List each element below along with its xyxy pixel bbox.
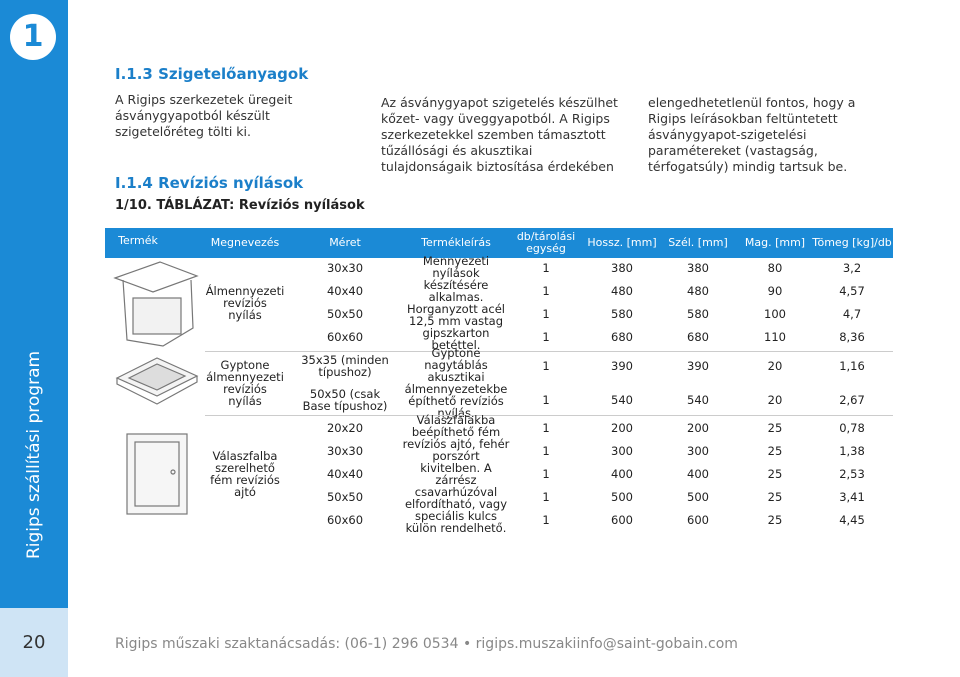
cell: 110 — [764, 330, 786, 344]
cell: 80 — [767, 261, 783, 275]
cell: 400 — [687, 467, 709, 481]
cell: 600 — [611, 513, 633, 527]
cell: 1 — [542, 307, 550, 321]
group-description: Gyptone nagytáblás akusztikai álmennyeze… — [404, 346, 508, 420]
cell: 60x60 — [326, 513, 364, 527]
cell: 1 — [542, 261, 550, 275]
group-description: Mennyezeti nyílások készítésére alkalmas… — [406, 253, 506, 352]
cell: 60x60 — [326, 330, 364, 344]
cell: 30x30 — [326, 261, 364, 275]
cell: 540 — [611, 393, 633, 407]
cell: 25 — [767, 467, 783, 481]
cell: 540 — [687, 393, 709, 407]
cell: 2,67 — [839, 393, 865, 407]
paragraph: Az ásványgyapot szigetelés készülhet kőz… — [381, 95, 618, 174]
cell: 90 — [767, 284, 783, 298]
sidebar — [0, 0, 68, 608]
cell: 480 — [687, 284, 709, 298]
cell: 40x40 — [326, 467, 364, 481]
cell: 1 — [542, 421, 550, 435]
cell: 25 — [767, 513, 783, 527]
cell: 1 — [542, 513, 550, 527]
cell: 25 — [767, 421, 783, 435]
cell: 2,53 — [839, 467, 865, 481]
group-description: Válaszfalakba beépíthető fém revíziós aj… — [402, 413, 510, 535]
cell: 600 — [687, 513, 709, 527]
cell: 1 — [542, 467, 550, 481]
cell: 35x35 (minden típushoz) — [301, 353, 389, 379]
cell: 580 — [611, 307, 633, 321]
cell: 1 — [542, 359, 550, 373]
cell: 1 — [542, 490, 550, 504]
cell: 300 — [687, 444, 709, 458]
cell: 380 — [687, 261, 709, 275]
table-header — [105, 228, 893, 258]
cell: 1,16 — [839, 359, 865, 373]
cell: 20x20 — [326, 421, 364, 435]
cell: 50x50 — [326, 490, 364, 504]
cell: 50x50 (csak Base típushoz) — [302, 387, 388, 413]
cell: 100 — [764, 307, 786, 321]
group-name: Álmennyezeti revíziós nyílás — [205, 283, 285, 322]
row-divider — [205, 351, 893, 352]
cell: 380 — [611, 261, 633, 275]
cell: 200 — [611, 421, 633, 435]
cell: 3,41 — [839, 490, 865, 504]
paragraph: A Rigips szerkezetek üregeit ásványgyapo… — [115, 92, 293, 139]
cell: 1,38 — [839, 444, 865, 458]
cell: 500 — [611, 490, 633, 504]
page-number: 20 — [22, 632, 46, 653]
cell: 1 — [542, 444, 550, 458]
column-header: db/tárolási egység — [516, 230, 576, 255]
cell: 580 — [687, 307, 709, 321]
cell: 0,78 — [839, 421, 865, 435]
cell: 20 — [767, 359, 783, 373]
cell: 500 — [687, 490, 709, 504]
sidebar-foot — [0, 608, 68, 677]
cell: 390 — [687, 359, 709, 373]
column-header: Termék — [118, 234, 158, 247]
column-header: Szél. [mm] — [668, 236, 728, 249]
footer: Rigips műszaki szaktanácsadás: (06-1) 29… — [115, 636, 738, 652]
row-divider — [205, 415, 893, 416]
column-header: Hossz. [mm] — [587, 236, 657, 249]
cell: 300 — [611, 444, 633, 458]
column-header: Megnevezés — [210, 236, 280, 249]
group-name: Válaszfalba szerelhető fém revíziós ajtó — [210, 449, 280, 499]
cell: 1 — [542, 393, 550, 407]
cell: 4,45 — [839, 513, 865, 527]
cell: 40x40 — [326, 284, 364, 298]
cell: 480 — [611, 284, 633, 298]
column-header: Méret — [329, 236, 361, 249]
chapter-badge: 1 — [10, 14, 56, 60]
cell: 4,7 — [842, 307, 862, 321]
cell: 50x50 — [326, 307, 364, 321]
group-name: Gyptone álmennyezeti revíziós nyílás — [206, 358, 284, 408]
cell: 400 — [611, 467, 633, 481]
column-header: Mag. [mm] — [744, 236, 806, 249]
cell: 4,57 — [839, 284, 865, 298]
column-header: Termékleírás — [421, 236, 491, 249]
subsection-title: I.1.4 Revíziós nyílások — [115, 174, 304, 192]
cell: 390 — [611, 359, 633, 373]
section-title: I.1.3 Szigetelőanyagok — [115, 65, 309, 83]
column-header: Tömeg [kg]/db — [812, 236, 892, 249]
cell: 200 — [687, 421, 709, 435]
cell: 1 — [542, 330, 550, 344]
cell: 25 — [767, 490, 783, 504]
cell: 1 — [542, 284, 550, 298]
cell: 30x30 — [326, 444, 364, 458]
cell: 680 — [611, 330, 633, 344]
cell: 8,36 — [839, 330, 865, 344]
product-images — [113, 261, 199, 515]
cell: 20 — [767, 393, 783, 407]
paragraph: elengedhetetlenül fontos, hogy a Rigips … — [648, 95, 856, 174]
cell: 3,2 — [842, 261, 862, 275]
cell: 680 — [687, 330, 709, 344]
cell: 25 — [767, 444, 783, 458]
table-caption: 1/10. TÁBLÁZAT: Revíziós nyílások — [115, 198, 365, 213]
